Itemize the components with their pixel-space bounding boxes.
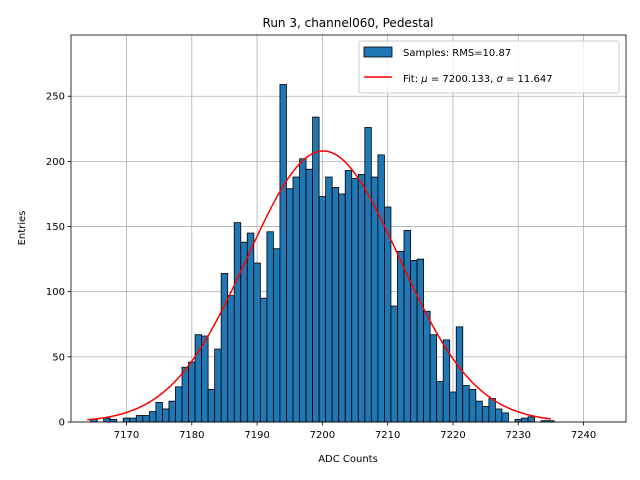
y-axis-label: Entries bbox=[17, 211, 28, 246]
x-axis-ticks: 7170 7180 7190 7200 7210 7220 7230 7240 bbox=[114, 422, 596, 441]
histogram-bar bbox=[246, 232, 255, 423]
histogram-bar bbox=[344, 170, 353, 423]
y-tick-label: 0 bbox=[59, 418, 65, 429]
histogram-bar bbox=[168, 400, 176, 423]
histogram-bar bbox=[312, 116, 320, 423]
histogram-bar bbox=[501, 412, 509, 423]
histogram-bar bbox=[521, 417, 529, 423]
histogram-bar bbox=[220, 273, 229, 423]
x-tick-label: 7240 bbox=[571, 430, 596, 441]
y-tick-label: 200 bbox=[46, 157, 65, 168]
legend-fit-sigma-symbol: σ bbox=[496, 74, 503, 85]
histogram-bar bbox=[436, 381, 444, 423]
histogram-bar bbox=[475, 400, 483, 423]
histogram-bar bbox=[481, 405, 490, 423]
histogram-bar bbox=[423, 310, 431, 423]
y-tick-label: 250 bbox=[46, 92, 65, 103]
y-axis-ticks: 0 50 100 150 200 250 bbox=[46, 92, 71, 429]
histogram-bar bbox=[122, 417, 131, 423]
x-tick-label: 7230 bbox=[506, 430, 531, 441]
histogram-bar bbox=[292, 176, 300, 423]
histogram-bar bbox=[305, 168, 313, 423]
histogram-bar bbox=[377, 154, 385, 423]
histogram-bar bbox=[155, 402, 163, 423]
histogram-bar bbox=[207, 389, 216, 423]
y-tick-label: 100 bbox=[46, 287, 65, 298]
histogram-bar bbox=[338, 193, 346, 423]
x-tick-label: 7180 bbox=[179, 430, 204, 441]
histogram-bar bbox=[214, 348, 222, 423]
x-tick-label: 7200 bbox=[310, 430, 335, 441]
histogram-bar bbox=[357, 174, 366, 423]
histogram-bar bbox=[488, 398, 496, 423]
x-axis-label: ADC Counts bbox=[318, 454, 378, 465]
histogram-bar bbox=[142, 415, 150, 423]
x-tick-label: 7190 bbox=[244, 430, 269, 441]
histogram-bar bbox=[325, 176, 333, 423]
histogram-bar bbox=[364, 127, 372, 423]
legend-samples-label: Samples: RMS=10.87 bbox=[403, 48, 511, 59]
histogram-bar bbox=[273, 248, 281, 423]
histogram-bar bbox=[266, 231, 274, 423]
histogram-bar bbox=[103, 417, 111, 423]
x-tick-label: 7220 bbox=[440, 430, 465, 441]
histogram-bar bbox=[299, 158, 307, 423]
legend-fit-mu-symbol: μ bbox=[420, 74, 427, 85]
histogram-bar bbox=[429, 334, 438, 423]
histogram-bars bbox=[90, 84, 555, 423]
chart-title: Run 3, channel060, Pedestal bbox=[263, 16, 434, 30]
histogram-bar bbox=[188, 361, 196, 423]
histogram-bar bbox=[351, 177, 359, 423]
histogram-bar bbox=[468, 389, 477, 423]
histogram-bar bbox=[135, 415, 144, 423]
histogram-bar bbox=[455, 326, 464, 423]
histogram-bar bbox=[397, 250, 405, 423]
histogram-bar bbox=[390, 305, 398, 423]
legend-samples-swatch bbox=[363, 46, 393, 58]
histogram-bar bbox=[162, 408, 170, 423]
fit-curve bbox=[87, 150, 552, 421]
histogram-bar bbox=[279, 84, 287, 423]
histogram-bar bbox=[331, 187, 340, 423]
legend-fit-label: Fit: μ = 7200.133, σ = 11.647 bbox=[403, 74, 553, 85]
x-tick-label: 7210 bbox=[375, 430, 400, 441]
histogram-bar bbox=[403, 230, 411, 423]
histogram-bar bbox=[370, 176, 379, 423]
legend-frame bbox=[358, 40, 620, 94]
legend-fit-mu-value: = 7200.133, bbox=[428, 74, 497, 85]
histogram-bar bbox=[253, 262, 261, 423]
histogram-bar bbox=[181, 366, 189, 423]
histogram-bar bbox=[233, 222, 242, 423]
y-tick-label: 50 bbox=[52, 352, 65, 363]
histogram-bar bbox=[227, 295, 235, 423]
histogram-bar bbox=[259, 297, 268, 423]
histogram-bar bbox=[201, 335, 209, 423]
legend-fit-sigma-value: = 11.647 bbox=[503, 74, 553, 85]
histogram-bar bbox=[175, 386, 183, 423]
histogram-bar bbox=[495, 408, 503, 423]
histogram-bar bbox=[527, 416, 535, 423]
legend: Samples: RMS=10.87 Fit: μ = 7200.133, σ … bbox=[358, 40, 620, 94]
histogram-bar bbox=[416, 258, 424, 423]
histogram-bar bbox=[129, 417, 137, 423]
histogram-bar bbox=[462, 385, 470, 423]
y-tick-label: 150 bbox=[46, 222, 65, 233]
histogram-bar bbox=[286, 188, 294, 423]
plot-frame bbox=[70, 34, 627, 423]
x-tick-label: 7170 bbox=[114, 430, 139, 441]
legend-fit-prefix: Fit: bbox=[403, 74, 421, 85]
histogram-bar bbox=[148, 411, 157, 423]
histogram-bar bbox=[449, 391, 457, 423]
histogram-bar bbox=[318, 196, 327, 423]
